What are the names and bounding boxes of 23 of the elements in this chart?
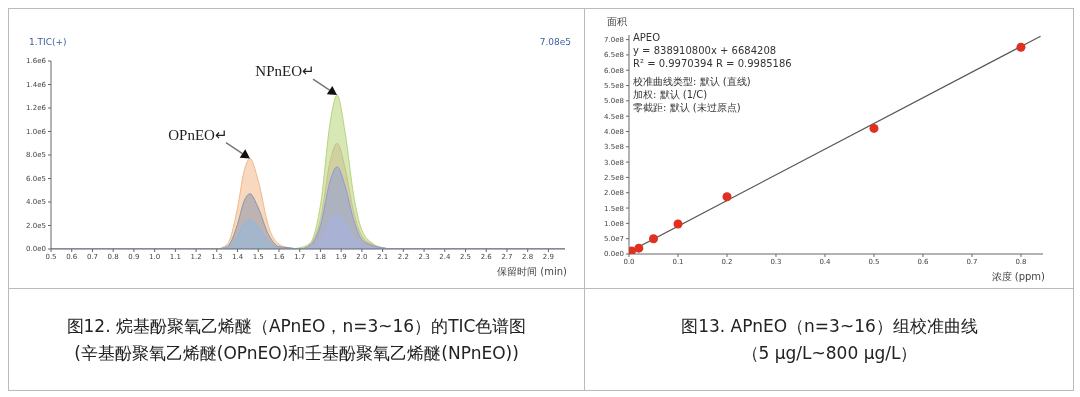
text: 7.08e5 bbox=[539, 37, 571, 47]
annotation: APEO bbox=[633, 31, 662, 44]
y-axis-title: 面积 bbox=[607, 15, 627, 29]
annotation: R² = 0.9970394 R = 0.9985186 bbox=[633, 57, 792, 70]
point bbox=[648, 234, 659, 244]
x-axis-title: 浓度 (ppm) bbox=[991, 271, 1046, 282]
annotation: OPnEO↵ bbox=[168, 126, 228, 143]
annotation: 校准曲线类型: 默认 (直线) bbox=[633, 75, 752, 88]
point bbox=[869, 123, 879, 133]
x-axis-title: 保留时间 (min) bbox=[497, 266, 568, 277]
point bbox=[673, 219, 683, 229]
text: （5 μg/L~800 μg/L） bbox=[741, 342, 918, 365]
text: (辛基酚聚氧乙烯醚(OPnEO)和壬基酚聚氧乙烯醚(NPnEO)) bbox=[74, 342, 519, 365]
annotation: 加权: 默认 (1/C) bbox=[633, 88, 709, 101]
point bbox=[722, 192, 732, 202]
annotation: y = 838910800x + 6684208 bbox=[633, 44, 778, 57]
annotation: NPnEO↵ bbox=[255, 63, 316, 80]
annotation: 零截距: 默认 (未过原点) bbox=[633, 101, 742, 114]
point bbox=[1016, 42, 1026, 52]
point bbox=[634, 243, 644, 253]
text: 图12. 烷基酚聚氧乙烯醚（APnEO，n=3~16）的TIC色谱图 bbox=[66, 315, 527, 338]
text: 1.TIC(+) bbox=[29, 37, 67, 47]
text: 图13. APnEO（n=3~16）组校准曲线 bbox=[681, 315, 978, 338]
